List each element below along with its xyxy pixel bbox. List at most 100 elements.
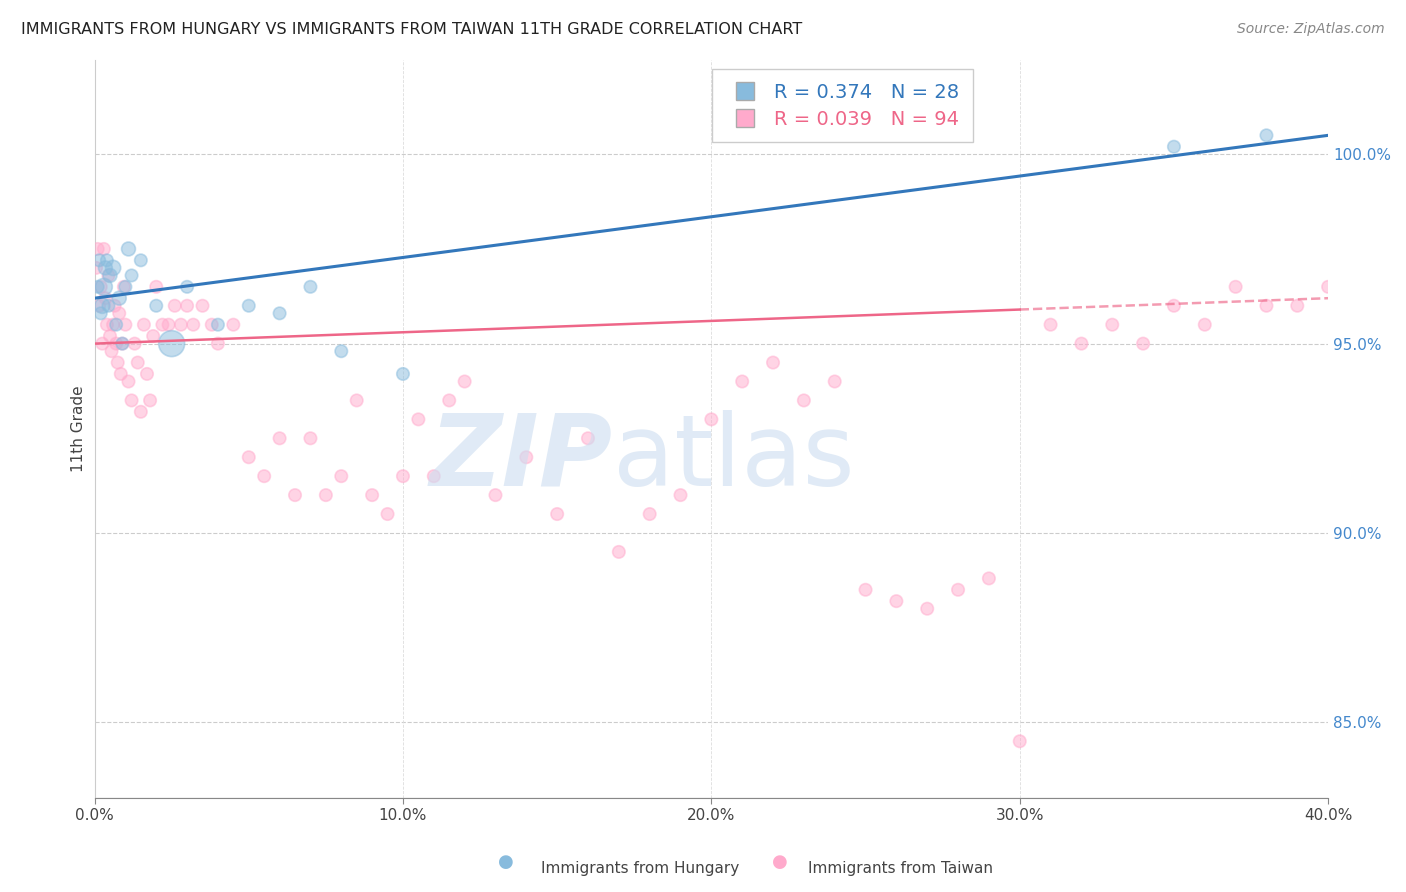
Point [855,582,877,597]
Y-axis label: 11th Grade: 11th Grade [72,385,86,472]
Point [84,260,107,275]
Point [1225,280,1247,294]
Text: atlas: atlas [613,409,855,507]
Point [576,431,599,445]
Point [408,412,430,426]
Point [97,299,120,313]
Point [330,344,353,359]
Point [201,318,224,332]
Point [145,299,167,313]
Point [127,355,149,369]
Point [977,571,1000,585]
Point [104,299,127,313]
Point [121,268,143,283]
Text: ZIP: ZIP [430,409,613,507]
Point [170,318,193,332]
Point [299,431,322,445]
Point [207,318,229,332]
Point [915,601,938,615]
Point [100,344,122,359]
Point [222,318,245,332]
Point [93,280,115,294]
Point [700,412,723,426]
Point [98,268,121,283]
Point [1008,734,1031,748]
Point [377,507,399,521]
Point [1163,139,1185,153]
Point [86,280,108,294]
Point [238,299,260,313]
Point [793,393,815,408]
Point [89,253,111,268]
Point [90,306,112,320]
Point [1317,280,1340,294]
Point [824,375,846,389]
Point [269,431,291,445]
Point [1256,299,1278,313]
Point [136,367,159,381]
Point [96,253,118,268]
Point [129,405,152,419]
Text: ●: ● [772,854,789,871]
Point [484,488,506,502]
Point [157,318,180,332]
Point [1286,299,1309,313]
Point [1039,318,1062,332]
Point [886,594,908,608]
Point [346,393,368,408]
Point [1070,336,1092,351]
Point [439,393,461,408]
Point [117,242,139,256]
Text: Source: ZipAtlas.com: Source: ZipAtlas.com [1237,22,1385,37]
Point [91,336,114,351]
Point [139,393,162,408]
Point [423,469,446,483]
Point [98,329,121,343]
Point [110,367,132,381]
Point [638,507,661,521]
Point [453,375,475,389]
Point [315,488,337,502]
Point [392,367,415,381]
Point [207,336,229,351]
Point [1101,318,1123,332]
Point [330,469,353,483]
Point [1256,128,1278,143]
Point [299,280,322,294]
Point [91,299,114,313]
Point [515,450,537,465]
Point [105,318,128,332]
Point [546,507,568,521]
Point [86,242,108,256]
Point [101,260,124,275]
Point [142,329,165,343]
Point [89,299,111,313]
Point [1163,299,1185,313]
Text: Immigrants from Taiwan: Immigrants from Taiwan [808,861,994,876]
Point [117,375,139,389]
Point [107,355,129,369]
Point [392,469,415,483]
Point [762,355,785,369]
Point [607,545,630,559]
Point [191,299,214,313]
Point [253,469,276,483]
Point [163,299,186,313]
Point [145,280,167,294]
Point [108,291,131,305]
Point [361,488,384,502]
Point [114,318,136,332]
Point [238,450,260,465]
Point [101,318,124,332]
Point [1378,280,1400,294]
Text: Immigrants from Hungary: Immigrants from Hungary [541,861,740,876]
Point [114,280,136,294]
Point [1132,336,1154,351]
Point [111,336,134,351]
Point [160,336,183,351]
Point [1348,260,1371,275]
Point [112,280,135,294]
Point [176,280,198,294]
Point [176,299,198,313]
Point [105,336,128,351]
